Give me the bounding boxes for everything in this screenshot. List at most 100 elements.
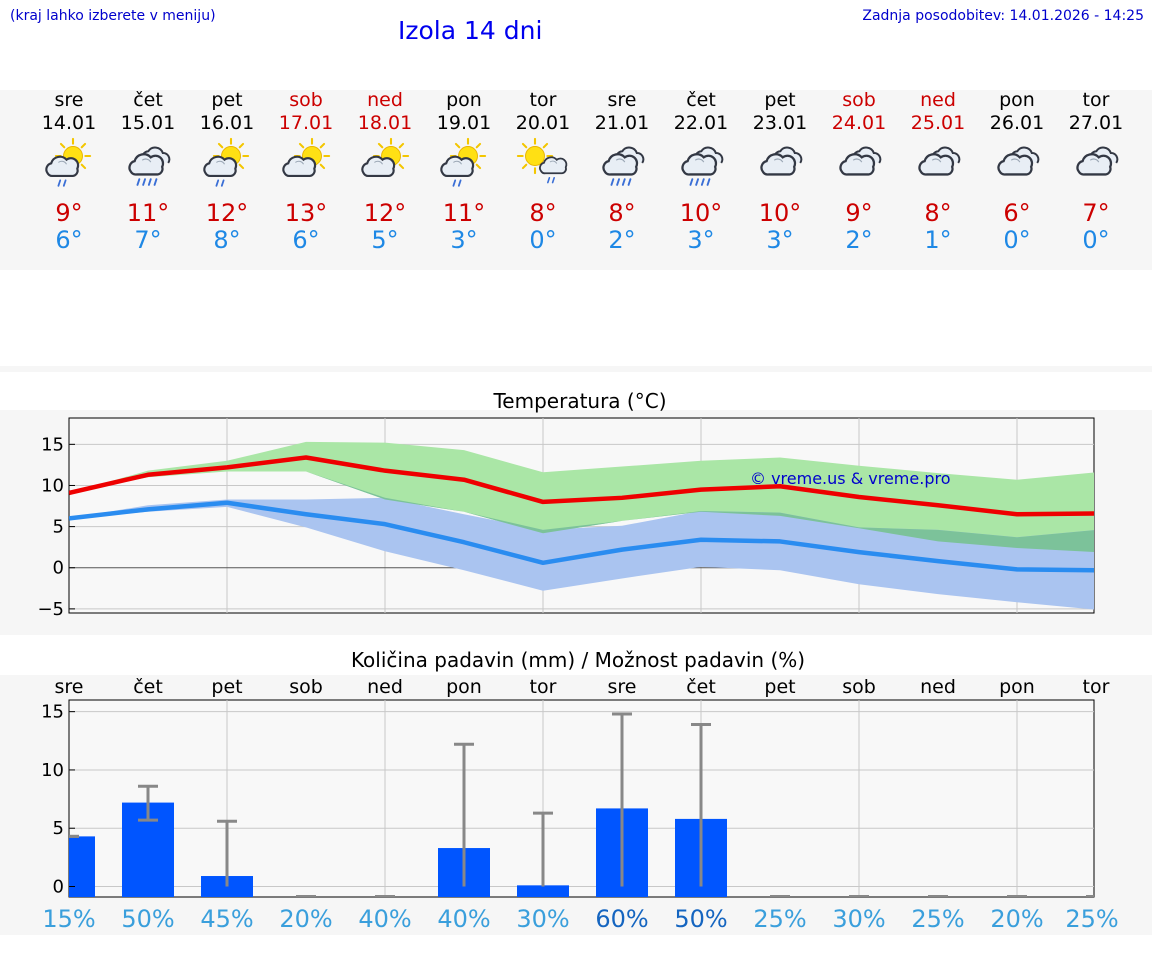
precip-probability: 40% <box>358 905 411 933</box>
precip-probability: 25% <box>753 905 806 933</box>
tmin-label: 7° <box>134 226 161 254</box>
tmax-label: 12° <box>364 199 407 227</box>
tmax-label: 8° <box>924 199 951 227</box>
precip-bar <box>201 876 253 897</box>
precip-day-label: sre <box>55 676 84 698</box>
precip-probability: 20% <box>990 905 1043 933</box>
precip-chart-title: Količina padavin (mm) / Možnost padavin … <box>351 648 805 672</box>
tmin-label: 0° <box>1082 226 1109 254</box>
precip-day-label: pon <box>999 676 1035 698</box>
day-date: 23.01 <box>753 112 807 134</box>
tmax-label: 11° <box>127 199 170 227</box>
day-name: čet <box>686 89 716 111</box>
tmax-label: 13° <box>285 199 328 227</box>
tmin-label: 0° <box>1003 226 1030 254</box>
tmin-label: 6° <box>292 226 319 254</box>
precip-plot-area <box>68 699 1095 898</box>
precip-day-label: pon <box>446 676 482 698</box>
tmax-label: 10° <box>680 199 723 227</box>
day-name: sob <box>842 89 876 111</box>
tmin-label: 2° <box>608 226 635 254</box>
precip-probability: 30% <box>516 905 569 933</box>
tmin-label: 3° <box>450 226 477 254</box>
precip-probability: 50% <box>674 905 727 933</box>
precip-day-label: sob <box>842 676 876 698</box>
max-temp-line <box>69 455 1094 517</box>
tmax-label: 8° <box>529 199 556 227</box>
tmax-label: 8° <box>608 199 635 227</box>
precip-day-labels: sre čet pet sob ned pon tor sre čet pet sob ned pon t… <box>55 676 1110 698</box>
temp-ytick-label: 5 <box>53 517 64 538</box>
tmax-label: 6° <box>1003 199 1030 227</box>
tmin-label: 1° <box>924 226 951 254</box>
temp-plot <box>69 441 1094 610</box>
last-updated: Zadnja posodobitev: 14.01.2026 - 14:25 <box>862 8 1144 24</box>
day-name: ned <box>920 89 956 111</box>
day-name: čet <box>133 89 163 111</box>
precip-probability: 45% <box>200 905 253 933</box>
temp-y-axis: 15 10 5 0 −5 <box>37 434 75 620</box>
tmin-label: 3° <box>766 226 793 254</box>
min-range-band <box>69 497 1094 610</box>
precip-probability: 50% <box>121 905 174 933</box>
precip-probability: 25% <box>1065 905 1118 933</box>
temp-chart-title: Temperatura (°C) <box>492 389 666 413</box>
day-date: 16.01 <box>200 112 254 134</box>
temp-ytick-label: 15 <box>41 434 64 455</box>
day-date: 17.01 <box>279 112 333 134</box>
tmin-label: 2° <box>845 226 872 254</box>
day-date: 27.01 <box>1069 112 1123 134</box>
precip-ytick-label: 5 <box>53 818 64 839</box>
precip-day-label: ned <box>920 676 956 698</box>
day-name: sre <box>55 89 84 111</box>
tmin-label: 3° <box>687 226 714 254</box>
tmax-label: 11° <box>443 199 486 227</box>
tmax-label: 9° <box>55 199 82 227</box>
tmin-label: 8° <box>213 226 240 254</box>
day-date: 26.01 <box>990 112 1044 134</box>
precip-probability: 25% <box>911 905 964 933</box>
precip-day-label: sre <box>608 676 637 698</box>
precip-day-label: sob <box>289 676 323 698</box>
tmax-label: 10° <box>759 199 802 227</box>
day-name: sob <box>289 89 323 111</box>
day-date: 24.01 <box>832 112 886 134</box>
precip-day-label: pet <box>211 676 242 698</box>
tmin-label: 6° <box>55 226 82 254</box>
tmin-label: 5° <box>371 226 398 254</box>
page-title: Izola 14 dni <box>398 16 543 45</box>
precip-y-axis: 15 10 5 0 <box>41 702 75 898</box>
precip-day-label: čet <box>133 676 163 698</box>
precip-day-label: pet <box>764 676 795 698</box>
daily-forecast: sre14.019°6°čet15.0111°7°pet16.0112°8°so… <box>42 89 1123 254</box>
day-date: 22.01 <box>674 112 728 134</box>
min-temp-line <box>69 500 1094 573</box>
day-name: pet <box>764 89 795 111</box>
day-date: 15.01 <box>121 112 175 134</box>
precip-ytick-label: 10 <box>41 760 64 781</box>
day-name: ned <box>367 89 403 111</box>
precip-day-label: čet <box>686 676 716 698</box>
day-name: tor <box>530 89 557 111</box>
precip-probability: 20% <box>279 905 332 933</box>
day-date: 21.01 <box>595 112 649 134</box>
precip-day-label: ned <box>367 676 403 698</box>
tmax-label: 9° <box>845 199 872 227</box>
temp-ytick-label: −5 <box>37 599 64 620</box>
precip-ytick-label: 15 <box>41 702 64 723</box>
tmin-label: 0° <box>529 226 556 254</box>
temp-ytick-label: 0 <box>53 558 64 579</box>
tmax-label: 12° <box>206 199 249 227</box>
precip-probability: 40% <box>437 905 490 933</box>
precip-ytick-label: 0 <box>53 877 64 898</box>
precip-probability: 30% <box>832 905 885 933</box>
day-name: pon <box>446 89 482 111</box>
day-date: 19.01 <box>437 112 491 134</box>
forecast-strip-bg <box>0 90 1152 270</box>
tmax-label: 7° <box>1082 199 1109 227</box>
day-name: pon <box>999 89 1035 111</box>
day-date: 14.01 <box>42 112 96 134</box>
section-divider <box>0 366 1152 372</box>
day-name: sre <box>608 89 637 111</box>
